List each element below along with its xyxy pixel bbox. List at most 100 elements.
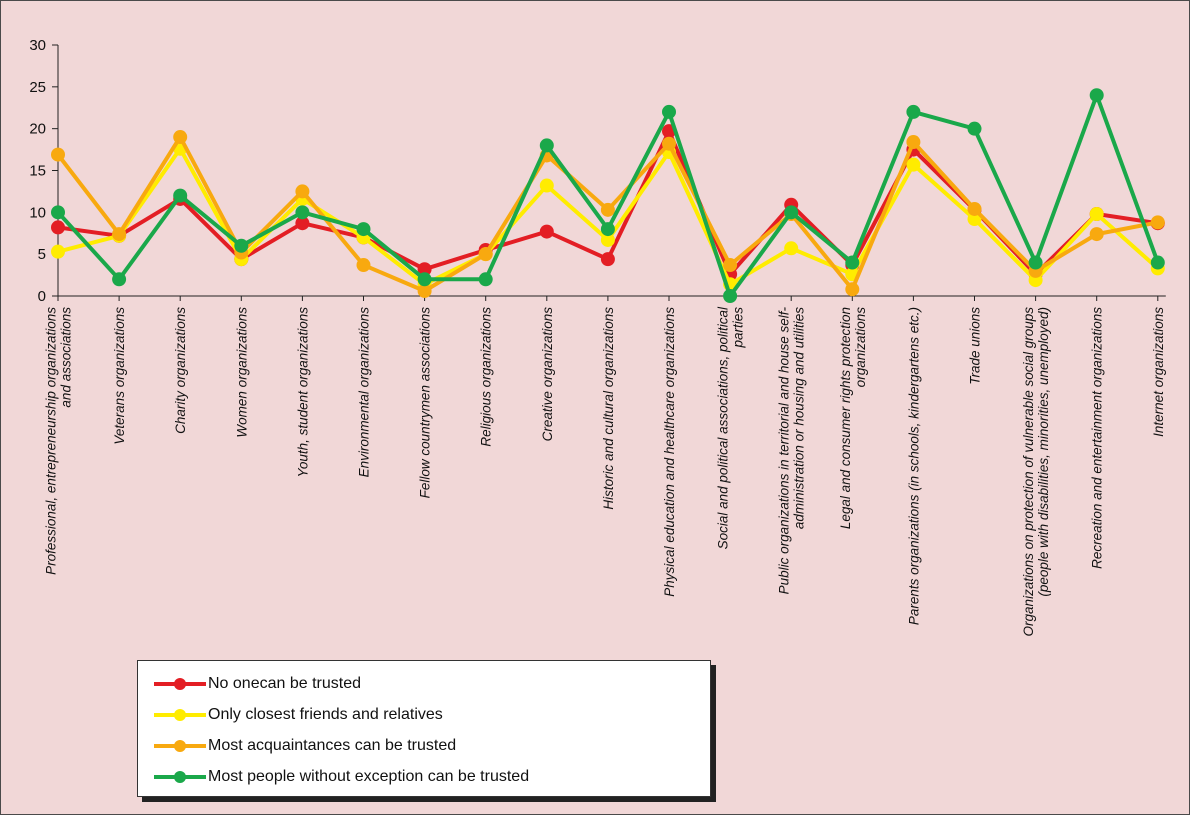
x-category-label: Public organizations in territorial and … [777, 306, 807, 594]
legend-label: Only closest friends and relatives [208, 706, 443, 723]
series-1 [51, 124, 1165, 282]
x-category-label-line: Legal and consumer rights protection [838, 307, 853, 529]
data-point [967, 212, 982, 227]
data-point [112, 272, 127, 287]
data-point [234, 238, 249, 253]
data-point [600, 222, 615, 237]
y-tick-label: 5 [38, 246, 46, 263]
y-tick-label: 10 [29, 204, 46, 221]
data-point [295, 184, 310, 199]
y-tick-label: 20 [29, 121, 46, 138]
legend-swatch-yellow [154, 705, 206, 725]
legend-item-most-people: Most people without exception can be tru… [154, 764, 529, 790]
x-category-label: Women organizations [234, 307, 249, 438]
data-point [967, 121, 982, 136]
data-point [417, 272, 432, 287]
data-point [1150, 215, 1165, 230]
x-category-label-line: Youth, student organizations [295, 307, 310, 478]
legend-swatch-orange [154, 736, 206, 756]
x-category-label: Social and political associations, polit… [716, 306, 746, 549]
data-point [51, 205, 65, 220]
x-category-label-line: (people with disabilities, minorities, u… [1036, 307, 1051, 597]
data-point [539, 178, 554, 193]
x-category-label: Trade unions [968, 307, 983, 385]
x-category-label: Professional, entrepreneurship organizat… [44, 307, 74, 575]
data-point [539, 224, 554, 239]
legend-label: No onecan be trusted [208, 675, 361, 692]
x-category-label-line: Religious organizations [479, 307, 494, 447]
x-category-label-line: parties [731, 307, 746, 349]
data-point [600, 202, 615, 217]
data-point [51, 220, 65, 235]
plot-area [51, 88, 1165, 303]
data-point [784, 205, 799, 220]
x-category-label: Historic and cultural organizations [601, 307, 616, 510]
data-point [478, 272, 493, 287]
legend-label: Most acquaintances can be trusted [208, 737, 457, 754]
y-tick-label: 15 [29, 163, 46, 180]
data-point [1028, 255, 1043, 270]
data-point [1089, 88, 1104, 103]
y-tick-label: 0 [38, 288, 46, 305]
data-point [356, 258, 371, 273]
x-category-label: Parents organizations (in schools, kinde… [906, 307, 921, 625]
legend: No onecan be trusted Only closest friend… [137, 660, 711, 797]
data-point [173, 130, 188, 145]
data-point [967, 201, 982, 216]
data-point [417, 262, 432, 277]
x-category-label-line: Internet organizations [1151, 307, 1166, 437]
x-category-label-line: Trade unions [968, 307, 983, 385]
data-point [600, 252, 615, 267]
x-category-label-line: Public organizations in territorial and … [777, 306, 792, 594]
legend-item-no-one: No onecan be trusted [154, 671, 361, 697]
legend-swatch-green [154, 767, 206, 787]
legend-item-closest-friends: Only closest friends and relatives [154, 702, 443, 728]
data-point [295, 216, 310, 231]
x-category-label: Physical education and healthcare organi… [662, 307, 677, 597]
data-point [784, 241, 799, 256]
x-category-label-line: Fellow countrymen associations [418, 307, 433, 499]
x-category-label-line: Parents organizations (in schools, kinde… [906, 307, 921, 625]
y-tick-label: 30 [29, 37, 46, 54]
data-point [417, 283, 432, 298]
x-category-label-line: Organizations on protection of vulnerabl… [1021, 307, 1036, 637]
legend-swatch-red [154, 674, 206, 694]
data-point [51, 147, 65, 162]
x-category-label-line: Historic and cultural organizations [601, 307, 616, 510]
x-category-label: Organizations on protection of vulnerabl… [1021, 307, 1051, 637]
x-category-label-line: Physical education and healthcare organi… [662, 307, 677, 597]
x-category-label-line: Social and political associations, polit… [716, 306, 731, 549]
data-point [478, 247, 493, 262]
x-category-label: Legal and consumer rights protection orga… [838, 307, 868, 529]
data-point [662, 104, 676, 119]
x-category-label-line: and associations [59, 307, 74, 408]
x-category-label-line: Recreation and entertainment organizatio… [1090, 307, 1105, 569]
x-category-label: Recreation and entertainment organizatio… [1090, 307, 1105, 569]
data-point [906, 104, 921, 119]
data-point [173, 188, 188, 203]
x-category-label: Youth, student organizations [295, 307, 310, 478]
data-point [662, 136, 676, 151]
data-point [356, 222, 371, 237]
data-point [295, 205, 310, 220]
x-category-label-line: Creative organizations [540, 307, 555, 442]
data-point [906, 135, 921, 150]
x-category-label-line: organizations [853, 307, 868, 388]
data-point [539, 138, 554, 153]
data-point [723, 289, 738, 303]
data-point [845, 282, 860, 297]
data-point [600, 232, 615, 247]
x-category-label-line: Charity organizations [173, 307, 188, 434]
data-point [1089, 207, 1104, 222]
y-tick-label: 25 [29, 79, 46, 96]
legend-item-acquaintances: Most acquaintances can be trusted [154, 733, 456, 759]
data-point [906, 157, 921, 172]
data-point [51, 244, 65, 259]
data-point [723, 258, 738, 273]
x-category-label-line: Professional, entrepreneurship organizat… [44, 307, 59, 575]
x-category-label: Creative organizations [540, 307, 555, 442]
x-category-label: Charity organizations [173, 307, 188, 434]
x-category-label: Veterans organizations [112, 307, 127, 445]
